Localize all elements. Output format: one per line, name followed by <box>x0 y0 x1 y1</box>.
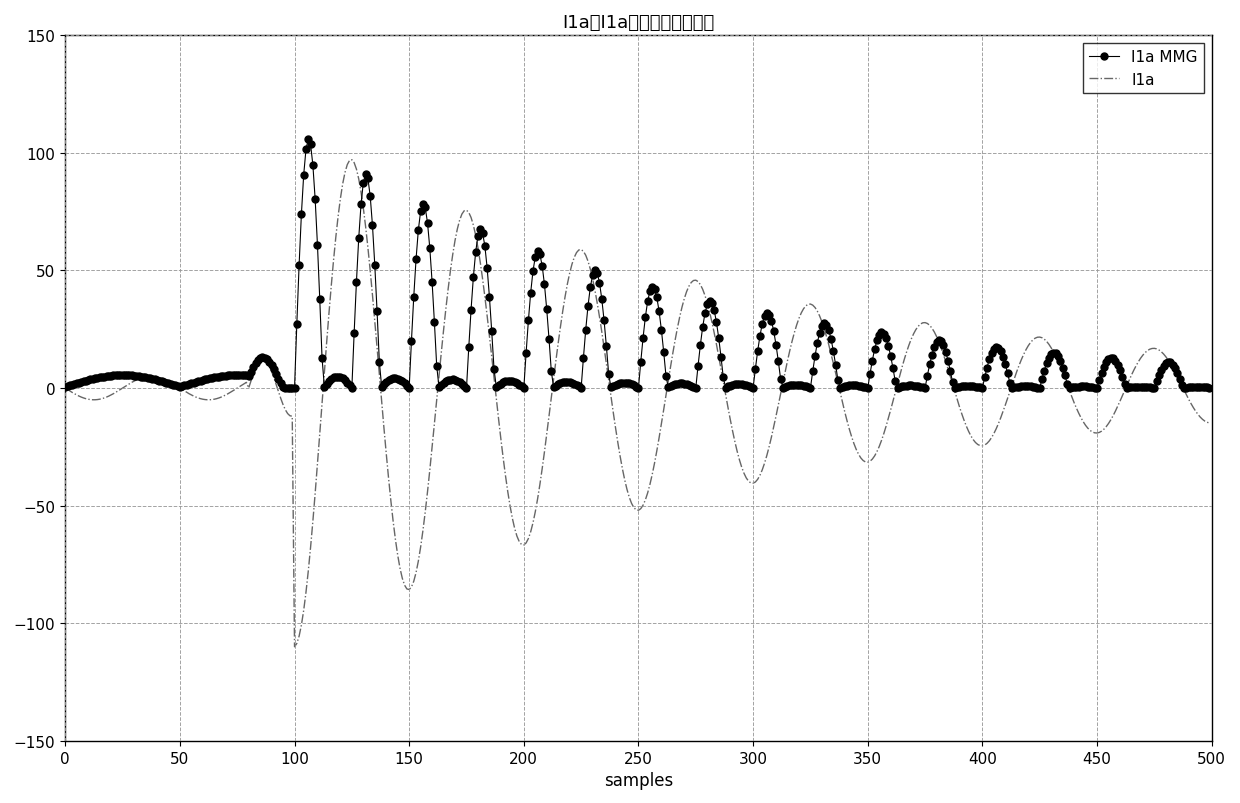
I1a <box>606 408 621 418</box>
I1a <box>58 384 73 393</box>
Title: I1a和I1a的形态梯度的波形: I1a和I1a的形态梯度的波形 <box>562 14 714 32</box>
I1a MMG <box>606 381 621 391</box>
I1a MMG <box>1202 384 1216 393</box>
Line: I1a: I1a <box>66 161 1209 647</box>
I1a MMG <box>58 382 73 392</box>
Line: I1a MMG: I1a MMG <box>62 137 1213 392</box>
I1a MMG <box>278 384 293 393</box>
I1a <box>288 642 303 652</box>
I1a MMG <box>682 381 697 390</box>
I1a <box>1001 394 1016 404</box>
I1a <box>1202 418 1216 428</box>
I1a MMG <box>743 383 758 393</box>
I1a MMG <box>1179 383 1194 393</box>
X-axis label: samples: samples <box>604 771 673 789</box>
I1a <box>743 479 758 488</box>
I1a MMG <box>613 379 627 389</box>
I1a <box>682 282 697 291</box>
I1a <box>613 452 627 462</box>
I1a <box>345 156 360 165</box>
Legend: I1a MMG, I1a: I1a MMG, I1a <box>1083 44 1204 94</box>
I1a <box>1179 390 1194 400</box>
I1a MMG <box>301 135 316 145</box>
I1a MMG <box>1001 369 1016 379</box>
